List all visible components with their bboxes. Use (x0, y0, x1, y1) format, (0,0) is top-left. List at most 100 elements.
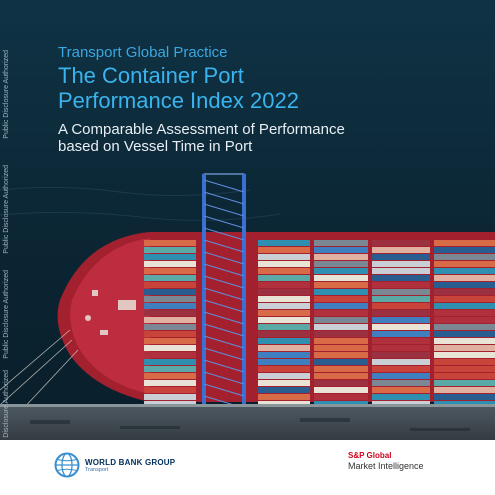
disclosure-label-1: Public Disclosure Authorized (3, 50, 10, 139)
container-row (258, 373, 310, 379)
container-row (434, 303, 495, 309)
report-title: The Container Port Performance Index 202… (58, 63, 483, 113)
container-row (434, 289, 495, 295)
crane (202, 173, 246, 411)
container-row (258, 275, 310, 281)
container-row (258, 296, 310, 302)
container-row (144, 289, 196, 295)
container-row (258, 352, 310, 358)
container-row (314, 310, 368, 316)
container-row (314, 345, 368, 351)
container-row (434, 352, 495, 358)
container-row (258, 310, 310, 316)
container-row (314, 394, 368, 400)
container-row (314, 240, 368, 246)
container-row (144, 359, 196, 365)
container-row (434, 282, 495, 288)
container-row (434, 275, 495, 281)
container-row (372, 352, 430, 358)
container-row (314, 289, 368, 295)
container-row (372, 324, 430, 330)
container-row (144, 380, 196, 386)
world-bank-logo: WORLD BANK GROUP Transport (54, 452, 175, 478)
container-row (314, 366, 368, 372)
container-row (434, 261, 495, 267)
container-row (434, 345, 495, 351)
container-row (144, 296, 196, 302)
container-row (372, 240, 430, 246)
container-row (258, 359, 310, 365)
cover-text-block: Transport Global Practice The Container … (58, 44, 483, 155)
container-row (434, 247, 495, 253)
report-subtitle-line-2: based on Vessel Time in Port (58, 138, 253, 155)
crane-brace (203, 203, 245, 217)
container-row (434, 387, 495, 393)
globe-icon (54, 452, 80, 478)
container-row (144, 240, 196, 246)
sp-global-sub: Market Intelligence (348, 461, 424, 471)
container-row (314, 247, 368, 253)
container-row (372, 317, 430, 323)
practice-label: Transport Global Practice (58, 44, 228, 61)
crane-brace (203, 239, 245, 253)
container-row (258, 261, 310, 267)
container-row (434, 380, 495, 386)
container-row (314, 352, 368, 358)
crane-brace (203, 287, 245, 301)
report-subtitle-line-1: A Comparable Assessment of Performance (58, 121, 345, 138)
container-row (144, 247, 196, 253)
sp-global-logo: S&P Global Market Intelligence (348, 451, 424, 471)
container-row (314, 324, 368, 330)
container-row (144, 338, 196, 344)
crane-brace (203, 263, 245, 277)
world-bank-sub: Transport (85, 466, 109, 473)
container-row (314, 296, 368, 302)
container-row (144, 366, 196, 372)
container-row (258, 366, 310, 372)
container-row (434, 296, 495, 302)
container-row (434, 366, 495, 372)
container-row (372, 366, 430, 372)
crane-brace (203, 179, 245, 193)
report-title-line-1: The Container Port (58, 63, 244, 88)
crane-brace (203, 251, 245, 265)
container-row (258, 268, 310, 274)
container-row (144, 275, 196, 281)
container-ship-photo (0, 0, 495, 440)
container-row (144, 373, 196, 379)
container-row (372, 254, 430, 260)
crane-brace (203, 371, 245, 385)
container-row (314, 282, 368, 288)
container-row (144, 331, 196, 337)
container-row (372, 282, 430, 288)
container-row (372, 359, 430, 365)
container-row (258, 303, 310, 309)
container-row (144, 394, 196, 400)
container-row (434, 240, 495, 246)
container-row (372, 261, 430, 267)
crane-brace (203, 227, 245, 241)
container-row (434, 338, 495, 344)
container-row (372, 373, 430, 379)
container-row (258, 317, 310, 323)
sp-global-name: S&P Global (348, 451, 392, 460)
container-row (258, 345, 310, 351)
container-row (258, 254, 310, 260)
container-row (314, 331, 368, 337)
container-row (258, 387, 310, 393)
container-row (144, 310, 196, 316)
container-row (314, 338, 368, 344)
crane-brace (203, 347, 245, 361)
container-row (314, 303, 368, 309)
container-row (258, 289, 310, 295)
container-row (258, 324, 310, 330)
container-row (144, 324, 196, 330)
crane-brace (203, 311, 245, 325)
container-row (314, 387, 368, 393)
world-bank-name: WORLD BANK GROUP (85, 457, 176, 467)
container-row (372, 310, 430, 316)
container-row (434, 359, 495, 365)
container-row (144, 387, 196, 393)
container-row (258, 282, 310, 288)
